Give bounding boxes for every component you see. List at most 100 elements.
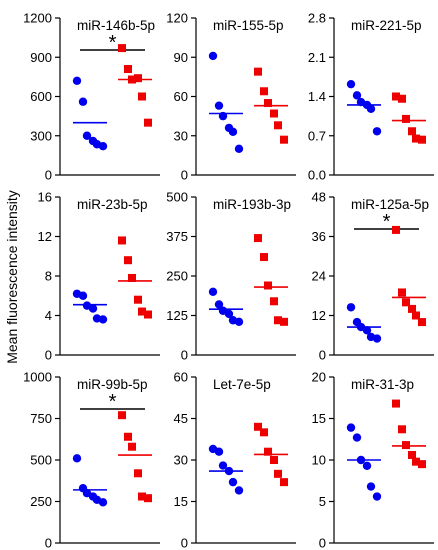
data-point-circle: [98, 498, 108, 507]
data-point-square: [138, 492, 146, 501]
data-point-square: [128, 273, 136, 282]
data-point-square: [418, 460, 426, 469]
data-point-circle: [372, 127, 382, 136]
y-tick-label: 500: [30, 453, 52, 468]
data-point-square: [128, 442, 136, 451]
data-point-circle: [234, 144, 244, 154]
data-point-circle: [234, 317, 244, 327]
y-tick-label: 600: [30, 89, 52, 104]
data-point-square: [392, 399, 400, 408]
panel-title: miR-31-3p: [351, 377, 414, 392]
y-tick-label: 1200: [23, 11, 52, 26]
significance-mark: *: [383, 211, 391, 233]
panel-title: miR-99b-5p: [77, 377, 148, 392]
y-tick-label: 10: [312, 453, 326, 468]
data-point-circle: [218, 461, 228, 470]
panel-4: 0 4 8 12 16 miR-23b-5p: [38, 190, 160, 363]
panel-title: miR-125a-5p: [351, 197, 429, 212]
data-point-square: [392, 92, 400, 101]
data-point-circle: [346, 303, 356, 312]
data-point-square: [408, 304, 416, 313]
y-tick-label: 1.4: [308, 89, 326, 104]
data-point-square: [124, 432, 132, 441]
data-point-square: [118, 411, 126, 420]
y-tick-label: 20: [312, 370, 326, 385]
data-point-square: [398, 288, 406, 297]
data-point-circle: [228, 127, 238, 137]
y-tick-label: 48: [312, 190, 326, 205]
y-tick-label: 300: [30, 128, 52, 143]
data-point-circle: [214, 101, 224, 110]
significance-mark: *: [109, 391, 117, 413]
y-tick-label: 375: [166, 229, 188, 244]
panel-5: 0 125 250 375 500 miR-193b-3p: [166, 190, 296, 363]
panel-9: 0 5 10 15 20 miR-31-3p: [312, 370, 434, 550]
data-point-square: [418, 318, 426, 327]
data-point-square: [144, 494, 152, 503]
y-tick-label: 5: [319, 494, 326, 509]
data-point-circle: [72, 76, 82, 86]
y-tick-label: 90: [174, 50, 188, 65]
panel-title: miR-193b-3p: [213, 197, 291, 212]
y-tick-label: 250: [166, 269, 188, 284]
data-point-square: [412, 311, 420, 320]
y-tick-label: 125: [166, 308, 188, 323]
data-point-circle: [228, 477, 238, 487]
data-point-square: [412, 457, 420, 466]
data-point-circle: [78, 97, 88, 106]
y-tick-label: 900: [30, 50, 52, 65]
data-point-square: [138, 92, 146, 101]
y-tick-label: 36: [312, 229, 326, 244]
y-tick-label: 12: [312, 308, 326, 323]
y-tick-label: 8: [45, 269, 52, 284]
data-point-square: [270, 109, 278, 118]
y-tick-label: 0: [181, 168, 188, 183]
data-point-square: [134, 74, 142, 83]
data-point-square: [402, 441, 410, 450]
y-tick-label: 0: [181, 536, 188, 550]
y-tick-label: 12: [38, 229, 52, 244]
y-tick-label: 30: [174, 128, 188, 143]
data-point-square: [280, 478, 288, 487]
data-point-square: [412, 134, 420, 143]
y-axis-label: Mean fluorescence intensity: [4, 190, 20, 364]
data-point-square: [274, 469, 282, 478]
data-point-square: [270, 456, 278, 464]
y-tick-label: 30: [174, 453, 188, 468]
data-point-square: [408, 127, 416, 136]
data-point-circle: [346, 423, 356, 432]
data-point-square: [264, 281, 272, 290]
panel-title: miR-146b-5p: [77, 18, 155, 33]
data-point-square: [254, 234, 262, 243]
data-point-square: [138, 307, 146, 316]
data-point-circle: [234, 486, 244, 495]
data-point-square: [134, 295, 142, 304]
data-point-circle: [366, 482, 376, 491]
data-point-square: [280, 317, 288, 326]
data-point-square: [144, 118, 152, 127]
panel-1: 0 300 600 900 1200 miR-146b-5p*: [23, 11, 160, 183]
data-point-square: [398, 94, 406, 103]
data-point-circle: [98, 315, 108, 324]
y-tick-label: 0.0: [308, 168, 326, 183]
panel-title: miR-221-5p: [351, 18, 422, 33]
y-tick-label: 250: [30, 494, 52, 509]
data-point-square: [408, 451, 416, 460]
data-point-square: [254, 422, 262, 431]
data-point-square: [260, 87, 268, 96]
data-point-square: [118, 236, 126, 245]
data-point-circle: [224, 309, 234, 319]
panel-title: miR-23b-5p: [77, 197, 148, 212]
data-point-circle: [372, 334, 382, 343]
data-point-square: [260, 253, 268, 262]
data-point-circle: [72, 454, 82, 463]
y-tick-label: 0: [319, 348, 326, 363]
data-point-square: [260, 428, 268, 437]
data-point-circle: [346, 79, 356, 89]
y-tick-label: 2.8: [308, 11, 326, 26]
data-point-square: [264, 447, 272, 456]
data-point-circle: [366, 104, 376, 114]
y-tick-label: 60: [174, 89, 188, 104]
